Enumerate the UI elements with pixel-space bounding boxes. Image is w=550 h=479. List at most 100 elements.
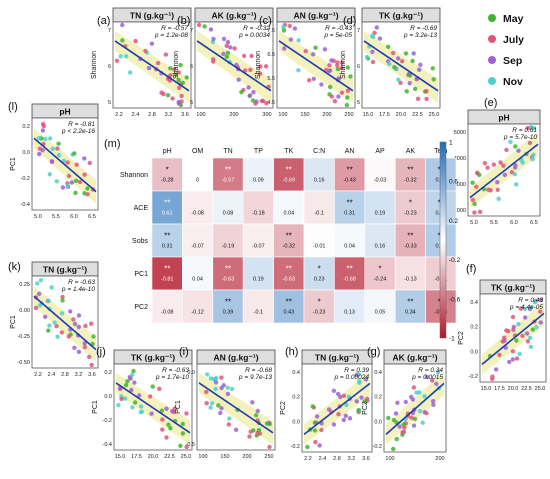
data-point bbox=[163, 52, 169, 57]
data-point bbox=[218, 410, 223, 416]
x-tick-label: 20.0 bbox=[396, 112, 407, 118]
data-point bbox=[73, 178, 79, 183]
data-point bbox=[54, 324, 59, 329]
heatmap-cell bbox=[364, 157, 396, 192]
heatmap-cell bbox=[303, 223, 335, 258]
data-point bbox=[149, 411, 154, 416]
x-tick-label: 17.5 bbox=[494, 386, 505, 392]
y-axis-label-i: PC1 bbox=[175, 400, 182, 414]
data-point bbox=[211, 57, 216, 62]
data-point bbox=[530, 327, 535, 332]
data-point bbox=[176, 70, 181, 75]
data-point bbox=[528, 344, 534, 349]
data-point bbox=[345, 88, 351, 94]
y-tick-label: 0.00 bbox=[19, 308, 30, 314]
significance-stars: * bbox=[409, 199, 412, 208]
data-point bbox=[54, 179, 59, 184]
data-point bbox=[243, 68, 248, 73]
data-point bbox=[530, 157, 535, 162]
data-point bbox=[66, 334, 72, 339]
data-point bbox=[149, 41, 155, 46]
panel-label-e: (e) bbox=[484, 97, 497, 109]
data-point bbox=[256, 428, 262, 433]
data-point bbox=[65, 160, 70, 165]
fit-line-b bbox=[196, 40, 272, 92]
fit-line-l bbox=[33, 137, 97, 193]
x-tick-label: 2.2 bbox=[34, 372, 42, 378]
data-point bbox=[85, 192, 90, 197]
data-point bbox=[216, 403, 221, 408]
significance-stars: ** bbox=[407, 166, 413, 175]
heatmap-column-label: TK bbox=[284, 148, 293, 155]
panel-label-a: (a) bbox=[97, 15, 110, 27]
data-point bbox=[172, 406, 177, 411]
data-point bbox=[160, 427, 165, 432]
x-tick-label: 20.0 bbox=[508, 386, 519, 392]
heatmap-value: -0.24 bbox=[374, 277, 387, 283]
y-tick-label: 0.2 bbox=[292, 395, 300, 401]
x-tick-label: 100 bbox=[385, 456, 394, 462]
significance-stars: ** bbox=[346, 199, 352, 208]
scatter-panel-c: (c) AN (g.kg⁻¹) R = -0.43p = 5e-05 100 150 20… bbox=[255, 7, 356, 118]
heatmap-cell bbox=[273, 157, 305, 192]
heatmap-value: -0.12 bbox=[191, 310, 204, 316]
heatmap-cell bbox=[242, 190, 274, 225]
data-point bbox=[33, 305, 39, 311]
data-point bbox=[532, 300, 538, 305]
scatter-panel-e: (e)pHR = 0.61p = 5.7e-10 5.0 5.5 6.0 6.5 2000… bbox=[446, 97, 541, 226]
heatmap-row-label: PC2 bbox=[134, 304, 148, 311]
data-point bbox=[502, 172, 508, 178]
stat-r-c: R = -0.43 bbox=[325, 25, 352, 32]
data-point bbox=[344, 402, 349, 408]
data-point bbox=[40, 128, 46, 133]
data-point bbox=[287, 23, 292, 29]
heatmap-cell bbox=[364, 289, 396, 324]
fit-line-d bbox=[363, 40, 439, 92]
data-point bbox=[296, 68, 301, 73]
data-point bbox=[211, 36, 216, 42]
stat-p-d: p = 3.2e-13 bbox=[403, 32, 437, 39]
data-point bbox=[65, 183, 71, 188]
heatmap-value: 0.13 bbox=[344, 310, 355, 316]
data-point bbox=[204, 401, 209, 406]
significance-stars: ** bbox=[164, 199, 170, 208]
heatmap-cell bbox=[273, 256, 305, 291]
data-point bbox=[417, 408, 423, 414]
data-point bbox=[76, 324, 82, 330]
y-tick-label: 0.2 bbox=[104, 370, 112, 376]
data-point bbox=[335, 63, 340, 68]
scatter-panel-j: (j) TK (g.kg⁻¹) R = -0.63p = 1.7e-10 15.0 17… bbox=[92, 346, 193, 460]
data-point bbox=[424, 89, 429, 94]
y-tick-label: -0.2 bbox=[291, 444, 300, 450]
data-point bbox=[233, 427, 239, 432]
data-point bbox=[319, 82, 324, 87]
stat-r-g: R = 0.34 bbox=[418, 367, 443, 374]
data-point bbox=[512, 172, 517, 177]
data-point bbox=[38, 278, 44, 283]
y-tick-label: -0.4 bbox=[21, 202, 30, 208]
data-point bbox=[176, 85, 182, 91]
heatmap-cell bbox=[182, 223, 214, 258]
data-point bbox=[386, 415, 391, 421]
data-point bbox=[48, 136, 53, 141]
heatmap-value: -0.01 bbox=[313, 244, 326, 250]
data-point bbox=[372, 30, 377, 36]
data-point bbox=[398, 80, 403, 86]
x-tick-label: 200 bbox=[229, 112, 238, 118]
data-point bbox=[52, 320, 57, 325]
x-tick-label: 5.0 bbox=[34, 214, 42, 220]
scatter-panel-f: (f) TK (g.kg⁻¹) R = 0.43p = 4.4e-05 15.0 17.… bbox=[458, 263, 547, 392]
data-point bbox=[339, 65, 344, 71]
heatmap-value: 0.34 bbox=[405, 310, 416, 316]
panel-title-k: TN (g.kg⁻¹) bbox=[43, 265, 87, 275]
data-point bbox=[178, 62, 183, 68]
data-point bbox=[324, 67, 329, 73]
data-point bbox=[339, 90, 345, 95]
heatmap-value: -0.07 bbox=[252, 244, 265, 250]
data-point bbox=[415, 96, 421, 102]
heatmap-column-label: OM bbox=[192, 148, 203, 155]
data-point bbox=[208, 376, 213, 381]
heatmap-cell bbox=[151, 223, 183, 258]
y-axis-label-d: Shannon bbox=[340, 51, 347, 79]
heatmap-cell bbox=[334, 157, 366, 192]
